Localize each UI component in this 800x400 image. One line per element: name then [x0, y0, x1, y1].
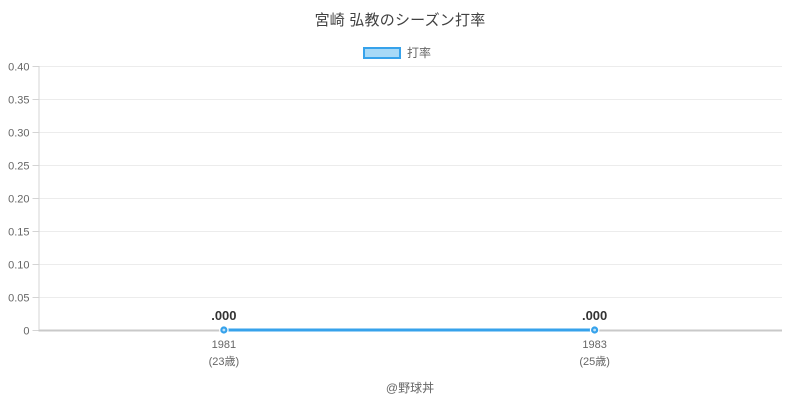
- x-axis-tick-label: 1981: [212, 339, 236, 351]
- data-point-center: [593, 328, 597, 332]
- x-axis-tick-sublabel: (25歳): [579, 355, 610, 368]
- y-axis-tick-label: 0: [23, 326, 29, 338]
- data-point-center: [222, 328, 226, 332]
- chart-title: 宮崎 弘教のシーズン打率: [314, 12, 486, 29]
- footer-credit: @野球丼: [385, 381, 435, 395]
- y-axis-tick-label: 0.20: [8, 194, 29, 206]
- y-axis-tick-label: 0.40: [8, 62, 29, 74]
- y-axis-tick-label: 0.35: [8, 95, 29, 107]
- data-point-label: .000: [582, 308, 607, 323]
- y-axis-tick-label: 0.30: [8, 128, 29, 140]
- x-axis-tick-sublabel: (23歳): [209, 355, 240, 368]
- legend-swatch-battingaverage: [363, 47, 401, 59]
- chart-legend[interactable]: 打率: [363, 46, 431, 60]
- y-axis-tick-label: 0.05: [8, 293, 29, 305]
- legend-label-battingaverage: 打率: [407, 46, 432, 60]
- y-axis-tick-label: 0.15: [8, 227, 29, 239]
- y-axis-tick-label: 0.10: [8, 260, 29, 272]
- x-axis-tick-label: 1983: [582, 339, 606, 351]
- data-point-label: .000: [211, 308, 236, 323]
- y-axis-tick-label: 0.25: [8, 161, 29, 173]
